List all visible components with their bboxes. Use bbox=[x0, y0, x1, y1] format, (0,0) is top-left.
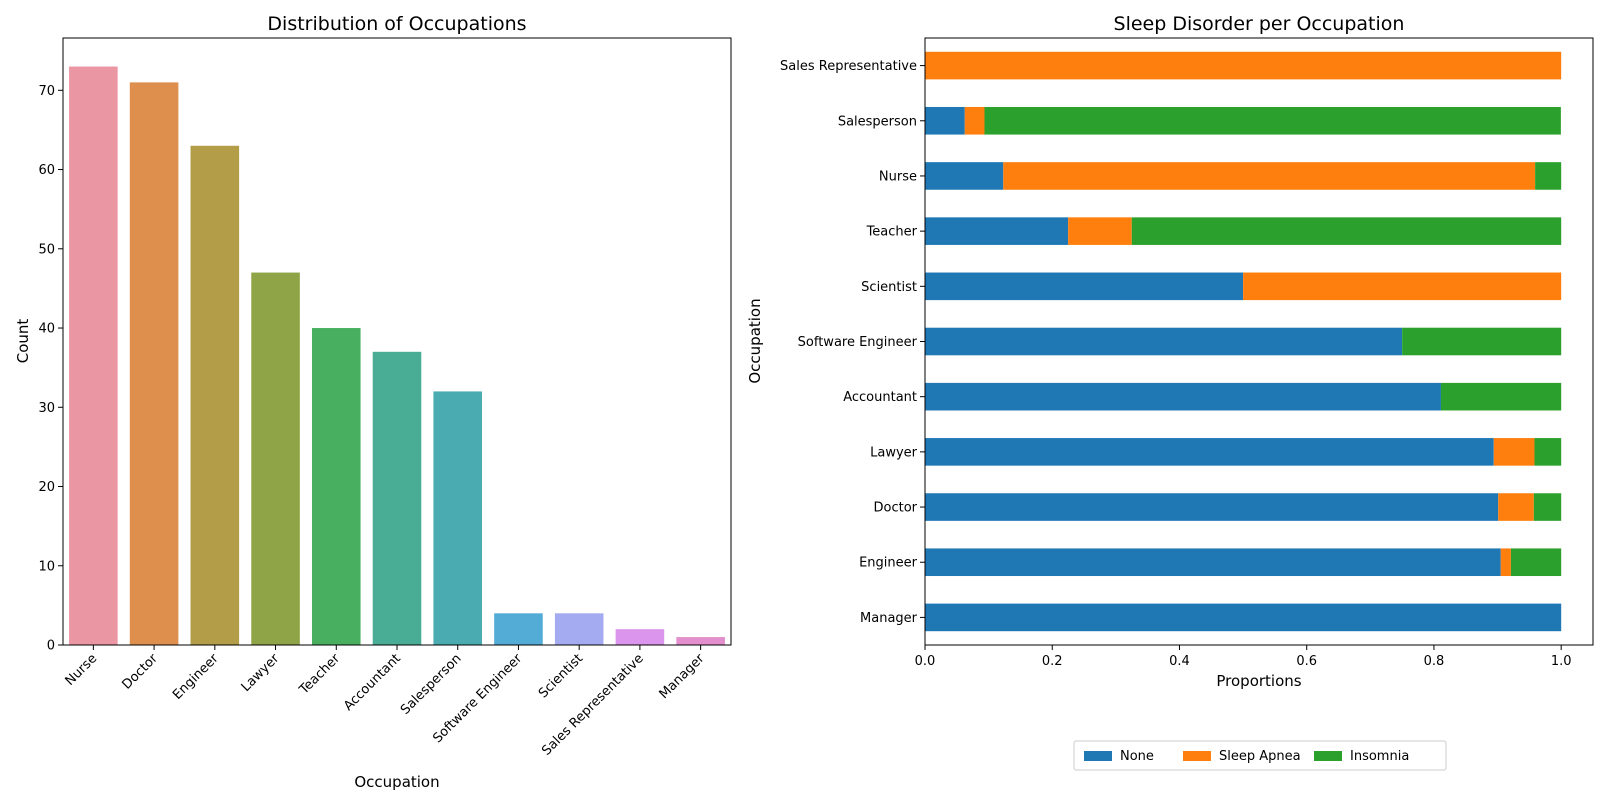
right-y-tick-label-scientist: Scientist bbox=[861, 280, 917, 295]
left-y-ticks: 0 10 20 30 40 50 60 70 bbox=[38, 84, 63, 654]
right-y-tick-label-doctor: Doctor bbox=[873, 501, 917, 516]
left-x-axis-label: Occupation bbox=[354, 773, 439, 791]
legend-swatch-none bbox=[1084, 751, 1112, 761]
right-y-tick-label-lawyer: Lawyer bbox=[870, 445, 918, 460]
right-x-axis-label: Proportions bbox=[1216, 672, 1301, 690]
right-x-ticks: 0.0 0.2 0.4 0.6 0.8 1.0 bbox=[915, 645, 1572, 669]
legend: None Sleep Apnea Insomnia bbox=[1073, 740, 1447, 771]
bar-accountant bbox=[372, 351, 422, 645]
legend-label-insomnia: Insomnia bbox=[1350, 749, 1409, 764]
right-y-tick-label-salesperson: Salesperson bbox=[838, 114, 917, 129]
bar-engineer-none bbox=[925, 548, 1501, 577]
left-x-tick-label-teacher: Teacher bbox=[296, 651, 343, 698]
sleep-disorder-chart: Sleep Disorder per Occupation Sales Repr… bbox=[746, 13, 1594, 771]
bar-sales-representative bbox=[615, 629, 665, 645]
bar-nurse-none bbox=[925, 162, 1004, 190]
legend-label-sleep-apnea: Sleep Apnea bbox=[1219, 749, 1301, 764]
bar-nurse bbox=[69, 66, 118, 646]
right-x-tick-label: 0.4 bbox=[1169, 654, 1190, 669]
left-x-tick-label-nurse: Nurse bbox=[63, 651, 101, 689]
bar-doctor-sleep-apnea bbox=[1498, 493, 1534, 521]
bar-scientist-none bbox=[925, 272, 1244, 301]
left-x-tick-label-engineer: Engineer bbox=[170, 651, 222, 703]
right-y-tick-label-sales-representative: Sales Representative bbox=[780, 59, 917, 74]
left-y-tick-label: 60 bbox=[38, 163, 55, 178]
right-x-tick-label: 0.6 bbox=[1296, 654, 1317, 669]
left-y-tick-label: 50 bbox=[38, 242, 55, 257]
bar-lawyer-none bbox=[925, 438, 1494, 466]
bar-doctor-none bbox=[925, 493, 1499, 521]
bar-salesperson-none bbox=[925, 106, 965, 135]
left-x-tick-label-salesperson: Salesperson bbox=[398, 651, 465, 718]
left-chart-title: Distribution of Occupations bbox=[267, 13, 526, 35]
bar-teacher bbox=[311, 328, 361, 645]
bar-manager bbox=[676, 637, 725, 645]
right-y-tick-label-software-engineer: Software Engineer bbox=[798, 335, 918, 350]
bar-salesperson-sleep-apnea bbox=[964, 106, 985, 135]
legend-frame bbox=[1073, 740, 1447, 771]
right-x-tick-label: 0.0 bbox=[915, 654, 936, 669]
bar-lawyer bbox=[251, 272, 300, 645]
bar-software-engineer-insomnia bbox=[1402, 327, 1562, 356]
bar-salesperson-insomnia bbox=[984, 106, 1561, 135]
left-y-tick-label: 20 bbox=[38, 480, 55, 495]
bar-sales-representative-sleep-apnea bbox=[925, 51, 1562, 80]
right-x-tick-label: 0.2 bbox=[1042, 654, 1063, 669]
left-x-tick-label-doctor: Doctor bbox=[120, 651, 162, 693]
bar-manager-none bbox=[925, 603, 1562, 632]
bar-software-engineer-none bbox=[925, 327, 1403, 356]
right-y-tick-label-manager: Manager bbox=[860, 611, 918, 626]
left-x-tick-label-accountant: Accountant bbox=[341, 651, 404, 714]
left-x-tick-label-sales-representative: Sales Representative bbox=[539, 651, 646, 758]
bar-accountant-insomnia bbox=[1440, 382, 1562, 411]
legend-label-none: None bbox=[1120, 749, 1154, 764]
right-y-axis-label: Occupation bbox=[746, 298, 764, 383]
right-x-tick-label: 0.8 bbox=[1424, 654, 1445, 669]
right-y-ticks: Sales Representative Salesperson Nurse Teac… bbox=[780, 59, 925, 626]
bar-salesperson bbox=[433, 391, 483, 645]
right-chart-title: Sleep Disorder per Occupation bbox=[1114, 13, 1405, 35]
right-y-tick-label-teacher: Teacher bbox=[866, 225, 918, 240]
bar-scientist bbox=[554, 613, 604, 645]
left-y-tick-label: 70 bbox=[38, 84, 55, 99]
bar-accountant-none bbox=[925, 382, 1441, 411]
bar-engineer bbox=[190, 145, 240, 645]
bar-engineer-sleep-apnea bbox=[1500, 548, 1511, 577]
right-y-tick-label-accountant: Accountant bbox=[843, 390, 917, 405]
bar-lawyer-insomnia bbox=[1534, 438, 1562, 466]
left-y-tick-label: 10 bbox=[38, 559, 55, 574]
right-y-tick-label-nurse: Nurse bbox=[879, 169, 917, 184]
occupation-distribution-chart: Distribution of Occupations 0 10 20 30 40 50 6… bbox=[14, 13, 732, 791]
right-y-tick-label-engineer: Engineer bbox=[859, 556, 918, 571]
bar-doctor bbox=[129, 82, 179, 645]
bar-engineer-insomnia bbox=[1510, 548, 1562, 577]
left-x-tick-label-lawyer: Lawyer bbox=[239, 651, 283, 695]
left-bars bbox=[69, 66, 725, 646]
bar-doctor-insomnia bbox=[1533, 493, 1562, 521]
left-y-axis-label: Count bbox=[14, 319, 32, 364]
bar-teacher-sleep-apnea bbox=[1068, 217, 1132, 245]
left-x-tick-label-scientist: Scientist bbox=[536, 651, 586, 701]
left-y-tick-label: 30 bbox=[38, 401, 55, 416]
bar-nurse-insomnia bbox=[1535, 162, 1562, 190]
bar-teacher-none bbox=[925, 217, 1069, 245]
left-y-tick-label: 40 bbox=[38, 322, 55, 337]
bar-scientist-sleep-apnea bbox=[1243, 272, 1562, 301]
right-x-tick-label: 1.0 bbox=[1551, 654, 1572, 669]
bar-nurse-sleep-apnea bbox=[1003, 162, 1536, 190]
bar-teacher-insomnia bbox=[1131, 217, 1562, 245]
left-x-tick-label-manager: Manager bbox=[657, 651, 708, 702]
legend-swatch-sleep-apnea bbox=[1183, 751, 1211, 761]
bar-lawyer-sleep-apnea bbox=[1493, 438, 1535, 466]
right-bars bbox=[925, 51, 1562, 632]
left-y-tick-label: 0 bbox=[47, 639, 55, 654]
bar-software-engineer bbox=[494, 613, 543, 645]
left-x-ticks: Nurse Doctor Engineer Lawyer TeacherAccounta… bbox=[63, 645, 708, 759]
legend-swatch-insomnia bbox=[1314, 751, 1342, 761]
